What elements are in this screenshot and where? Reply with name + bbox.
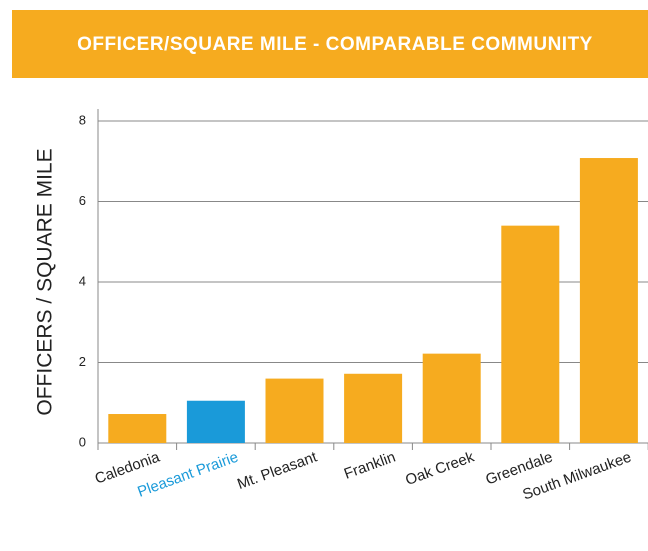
bar — [186, 400, 245, 443]
x-tick-label: Oak Creek — [403, 448, 477, 489]
x-tick-label: Franklin — [342, 449, 398, 483]
bar — [344, 373, 403, 443]
bar — [579, 158, 638, 443]
y-tick-label: 2 — [79, 354, 86, 369]
bar — [265, 378, 324, 443]
x-tick-label: Mt. Pleasant — [235, 448, 320, 493]
bar — [422, 353, 481, 443]
y-axis-label: OFFICERS / SQUARE MILE — [34, 148, 57, 415]
chart-title: OFFICER/SQUARE MILE - COMPARABLE COMMUNI… — [77, 34, 593, 55]
y-tick-label: 0 — [79, 434, 86, 449]
y-tick-label: 6 — [79, 193, 86, 208]
y-tick-label: 4 — [79, 273, 86, 288]
title-banner — [12, 10, 648, 78]
bar — [108, 414, 167, 443]
y-tick-label: 8 — [79, 112, 86, 127]
bar — [501, 225, 560, 443]
